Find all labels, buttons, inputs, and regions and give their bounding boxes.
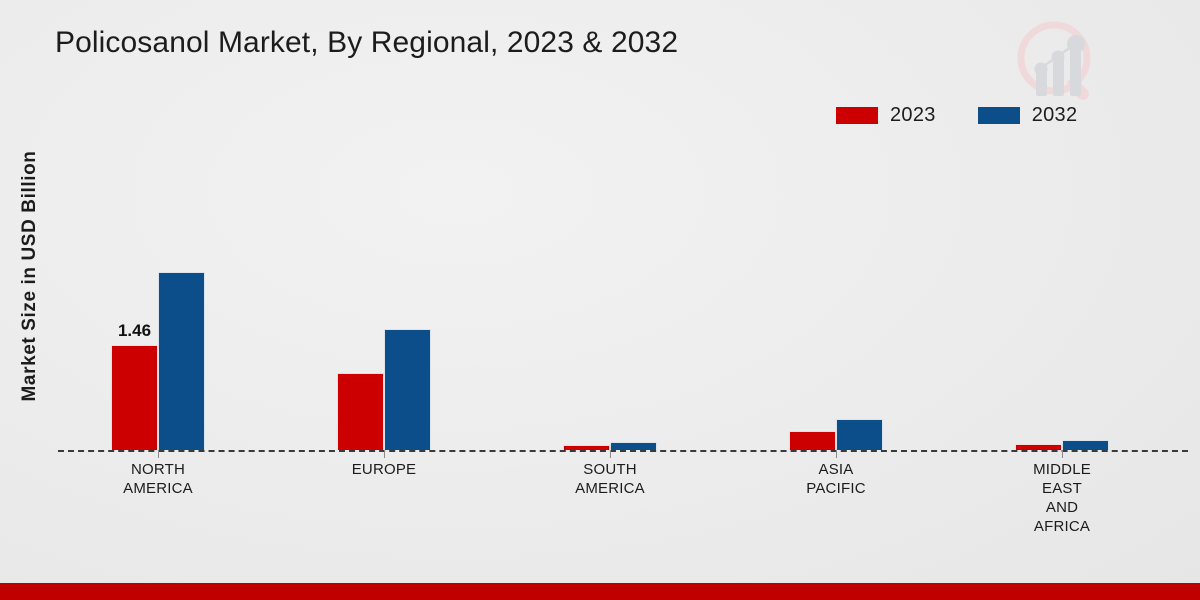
bar-europe-2032[interactable]: [384, 329, 431, 450]
legend-item-2032[interactable]: 2032: [977, 104, 1078, 127]
bar-middle-east-and-africa-2032[interactable]: [1062, 440, 1109, 450]
x-tick-north-america: [158, 450, 159, 458]
x-label-line: SOUTH: [583, 461, 637, 478]
bar-north-america-2032[interactable]: [158, 272, 205, 450]
x-label-line: AND: [1045, 499, 1079, 516]
x-label-line: AMERICA: [575, 480, 645, 497]
x-label-europe: EUROPE: [274, 460, 494, 479]
x-label-asia-pacific: ASIA PACIFIC: [726, 460, 946, 498]
bar-south-america-2023[interactable]: [563, 445, 610, 450]
legend-label-2032: 2032: [1031, 104, 1078, 126]
x-label-line: ASIA: [818, 461, 854, 478]
bar-south-america-2032[interactable]: [610, 442, 657, 450]
bar-asia-pacific-2023[interactable]: [789, 431, 836, 450]
bottom-accent-band: [0, 583, 1200, 600]
x-tick-asia-pacific: [836, 450, 837, 458]
x-label-line: AMERICA: [123, 480, 193, 497]
x-label-south-america: SOUTH AMERICA: [500, 460, 720, 498]
x-tick-europe: [384, 450, 385, 458]
x-label-line: MIDDLE: [1033, 461, 1091, 478]
x-label-line: NORTH: [130, 461, 186, 478]
bar-group-asia-pacific: ASIA PACIFIC: [726, 150, 946, 497]
x-label-north-america: NORTH AMERICA: [48, 460, 268, 498]
legend-swatch-2023: [836, 107, 878, 124]
bar-group-north-america: 1.46 NORTH AMERICA: [48, 150, 268, 497]
x-label-line: EAST: [1042, 480, 1082, 497]
x-label-middle-east-and-africa: MIDDLE EAST AND AFRICA: [952, 460, 1172, 536]
bar-group-middle-east-and-africa: MIDDLE EAST AND AFRICA: [952, 150, 1172, 535]
bar-value-north-america-2023: 1.46: [117, 321, 152, 340]
bar-north-america-2023[interactable]: 1.46: [111, 321, 158, 450]
legend-label-2023: 2023: [890, 104, 936, 126]
x-label-line: PACIFIC: [806, 480, 866, 497]
bar-middle-east-and-africa-2023[interactable]: [1015, 444, 1062, 450]
bar-europe-2023[interactable]: [337, 373, 384, 450]
x-tick-south-america: [610, 450, 611, 458]
x-label-line: EUROPE: [351, 461, 417, 478]
bar-asia-pacific-2032[interactable]: [836, 419, 883, 450]
legend-swatch-2032: [977, 107, 1020, 124]
x-label-line: AFRICA: [1033, 518, 1091, 535]
x-tick-middle-east-and-africa: [1062, 450, 1063, 458]
chart-legend: 2023 2032: [836, 104, 1077, 127]
chart-title: Policosanol Market, By Regional, 2023 & …: [55, 26, 679, 59]
bar-group-europe: EUROPE: [274, 150, 494, 478]
bar-group-south-america: SOUTH AMERICA: [500, 150, 720, 497]
legend-item-2023[interactable]: 2023: [836, 104, 936, 127]
x-axis-baseline: [58, 450, 1188, 452]
